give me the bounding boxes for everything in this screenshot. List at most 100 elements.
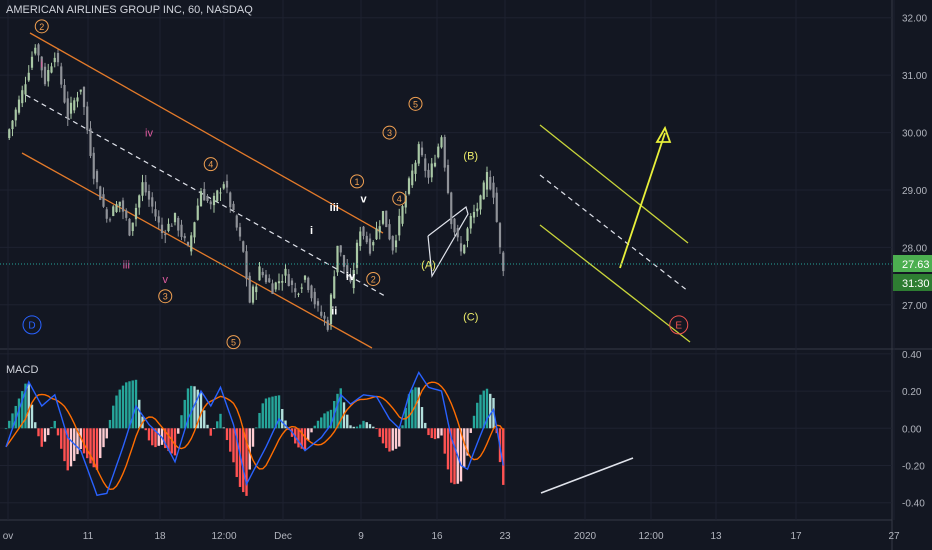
candle-body [238,227,242,237]
macd-histogram-bar [56,428,60,436]
wave-label: 5 [231,338,236,348]
macd-histogram-bar [258,412,261,429]
macd-histogram-bar [229,428,232,452]
macd-histogram-bar [27,383,30,429]
candle-body [86,106,89,131]
candle-body [489,176,492,190]
macd-histogram-bar [336,393,339,429]
macd-histogram-bar [89,428,92,464]
wave-label: 2 [371,274,376,284]
candle-body [398,215,401,236]
macd-histogram-bar [147,428,151,441]
candle-body [290,280,294,285]
macd-histogram-bar [128,381,131,429]
candle-body [40,56,43,71]
macd-histogram-bar [99,428,102,459]
candle-body [365,235,368,243]
candle-body [190,235,193,252]
candle-body [79,89,82,92]
macd-histogram-bar [164,428,167,449]
wave-label: (B) [463,151,478,163]
macd-histogram-bar [459,428,463,482]
macd-histogram-bar [225,428,229,441]
wave-label: 3 [387,128,392,138]
candle-body [385,210,388,228]
macd-histogram-bar [489,393,492,429]
candle-body [404,195,407,208]
candle-body [193,222,196,238]
time-tick-label: 16 [431,531,443,542]
macd-histogram-bar [160,428,164,445]
macd-histogram-bar [479,394,482,429]
macd-histogram-bar [157,428,160,446]
candle-body [108,219,112,221]
candle-body [300,287,303,289]
macd-histogram-bar [112,405,115,429]
candle-body [219,192,222,194]
candle-body [125,210,128,218]
candle-body [242,241,245,252]
macd-histogram-bar [34,422,37,429]
yellow-channel-upper [539,124,689,244]
macd-histogram-bar [206,424,209,429]
candle-body [115,204,118,212]
macd-histogram-bar [255,427,258,429]
macd-histogram-bar [300,428,303,449]
macd-histogram-bar [391,428,394,451]
candle-body [310,285,313,299]
candle-body [209,201,212,205]
yellow-channel-midline [539,174,689,292]
candle-body [339,245,342,253]
macd-histogram-bar [407,394,411,429]
macd-histogram-bar [346,414,349,429]
candle-body [420,147,424,156]
macd-histogram-bar [323,413,326,429]
candle-body [154,209,157,217]
candle-body [11,120,14,130]
candle-body [440,137,443,148]
macd-histogram-bar [118,389,121,429]
candle-body [232,203,235,210]
price-tick-label: 28.00 [902,243,927,254]
wave-label: 1 [354,177,359,187]
macd-histogram-bar [47,428,50,436]
candle-body [17,99,21,113]
wave-label: 4 [208,160,213,170]
candle-body [407,178,411,194]
macd-histogram-bar [238,428,242,487]
macd-histogram-bar [485,388,489,429]
macd-histogram-bar [443,428,446,454]
candle-body [268,278,271,283]
candle-body [411,170,414,186]
candle-body [352,269,355,289]
price-tick-label: 30.00 [902,129,927,140]
macd-histogram-bar [320,417,323,429]
candle-body [375,228,378,240]
candle-body [424,158,427,171]
macd-histogram-bar [63,428,66,462]
candle-body [216,190,219,202]
candle-body [27,72,30,81]
candle-body [274,282,277,290]
candle-body [303,275,307,280]
macd-histogram-bar [398,428,401,447]
macd-histogram-bar [261,403,264,429]
macd-histogram-bar [355,426,359,429]
macd-histogram-bar [86,428,89,459]
macd-histogram-bar [463,428,466,467]
candle-body [235,215,238,228]
macd-histogram-bar [316,420,320,429]
candle-body [245,251,248,280]
candle-body [463,244,466,254]
macd-histogram-bar [232,428,235,463]
candle-body [482,182,485,200]
candle-body [281,281,284,283]
wave-label-circle [408,96,423,111]
macd-histogram-bar [281,409,284,429]
candle-body [264,274,268,283]
macd-histogram-bar [125,382,128,429]
candle-body [138,195,141,208]
candlesticks [8,43,505,332]
